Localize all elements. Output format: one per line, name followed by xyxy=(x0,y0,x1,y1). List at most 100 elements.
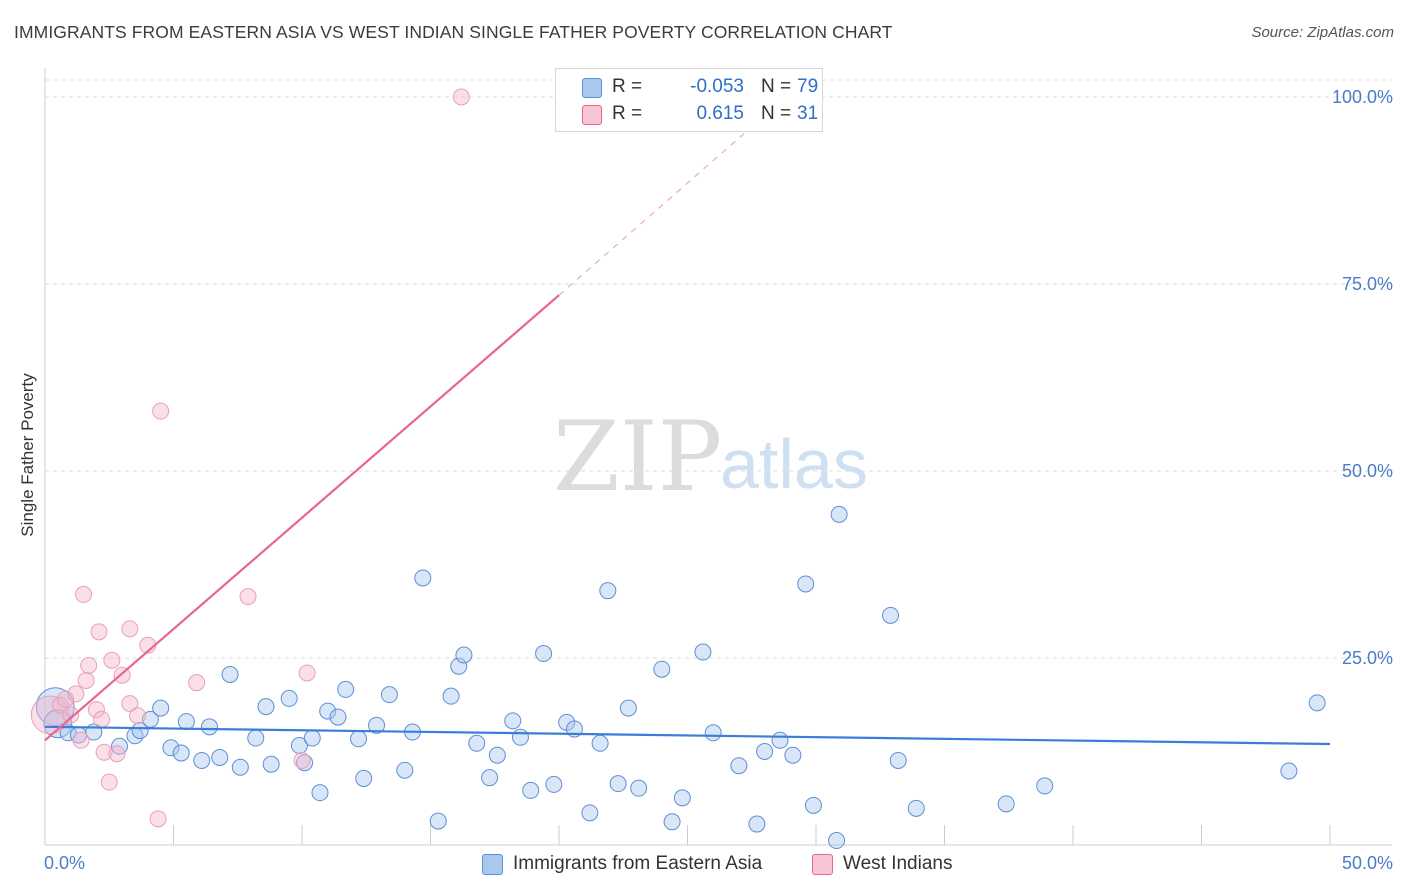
point-eastern-asia xyxy=(319,702,337,720)
point-west-indians xyxy=(129,707,147,725)
x-tick-label: 0.0% xyxy=(44,853,85,873)
point-eastern-asia xyxy=(504,712,522,730)
chart-title: IMMIGRANTS FROM EASTERN ASIA VS WEST IND… xyxy=(14,22,893,42)
point-eastern-asia xyxy=(329,708,347,726)
point-eastern-asia xyxy=(599,582,617,600)
watermark-atlas: atlas xyxy=(720,425,868,503)
point-eastern-asia xyxy=(231,758,249,776)
point-eastern-asia xyxy=(193,751,211,769)
point-west-indians xyxy=(149,810,167,828)
legend-r-value: 0.615 xyxy=(696,103,744,124)
data-points xyxy=(30,88,1326,850)
point-eastern-asia xyxy=(907,799,925,817)
point-west-indians xyxy=(100,773,118,791)
point-eastern-asia xyxy=(290,737,308,755)
trend-lines xyxy=(44,126,1331,746)
point-eastern-asia xyxy=(522,781,540,799)
legend-r-value: -0.053 xyxy=(690,76,744,97)
point-eastern-asia xyxy=(211,748,229,766)
axes xyxy=(44,68,1392,846)
bottom-legend-swatch-pink xyxy=(812,854,833,875)
point-eastern-asia xyxy=(619,699,637,717)
point-eastern-asia xyxy=(828,832,846,850)
point-eastern-asia xyxy=(997,795,1015,813)
point-eastern-asia xyxy=(663,813,681,831)
point-west-indians xyxy=(95,743,113,761)
legend-n-label: N = xyxy=(761,76,792,97)
point-eastern-asia xyxy=(368,716,386,734)
trend-line-west-indians xyxy=(44,294,560,742)
point-west-indians xyxy=(188,674,206,692)
legend-r-label: R = xyxy=(612,103,643,124)
point-eastern-asia xyxy=(355,769,373,787)
point-eastern-asia xyxy=(545,775,563,793)
point-eastern-asia xyxy=(673,789,691,807)
point-eastern-asia xyxy=(653,660,671,678)
legend-n-value: 31 xyxy=(797,103,819,124)
watermark-zip: ZIP xyxy=(553,401,722,513)
point-west-indians xyxy=(103,651,121,669)
legend-n-label: N = xyxy=(761,103,792,124)
point-eastern-asia xyxy=(311,784,329,802)
point-west-indians xyxy=(80,656,98,674)
x-tick-label: 50.0% xyxy=(1342,853,1393,873)
point-eastern-asia xyxy=(350,730,368,748)
point-eastern-asia xyxy=(591,734,609,752)
point-eastern-asia xyxy=(1280,762,1298,780)
point-eastern-asia xyxy=(262,755,280,773)
point-eastern-asia xyxy=(730,757,748,775)
point-eastern-asia xyxy=(221,665,239,683)
point-eastern-asia xyxy=(303,729,321,747)
point-eastern-asia xyxy=(889,751,907,769)
point-eastern-asia xyxy=(797,575,815,593)
point-west-indians xyxy=(452,88,470,106)
point-eastern-asia xyxy=(450,657,468,675)
point-eastern-asia xyxy=(704,724,722,742)
point-eastern-asia xyxy=(257,698,275,716)
point-west-indians xyxy=(30,695,70,735)
point-west-indians xyxy=(121,620,139,638)
tick-labels: 25.0% 50.0% 75.0% 100.0% 0.0% 50.0% xyxy=(44,87,1393,873)
point-west-indians xyxy=(90,623,108,641)
point-eastern-asia xyxy=(43,709,73,739)
bottom-legend-label: West Indians xyxy=(843,853,953,874)
trend-line-eastern-asia xyxy=(44,725,1331,746)
point-west-indians xyxy=(93,710,111,728)
point-eastern-asia xyxy=(172,744,190,762)
point-eastern-asia xyxy=(455,646,473,664)
y-tick-label: 25.0% xyxy=(1342,648,1393,668)
legend-swatch-blue xyxy=(582,78,602,98)
legend: R = -0.053 N = 79 R = 0.615 N = 31 xyxy=(555,68,823,132)
point-eastern-asia xyxy=(804,796,822,814)
gridlines xyxy=(45,79,1392,659)
point-eastern-asia xyxy=(296,754,314,772)
point-west-indians xyxy=(67,685,85,703)
point-west-indians xyxy=(152,402,170,420)
point-eastern-asia xyxy=(131,722,149,740)
point-west-indians xyxy=(57,690,75,708)
point-eastern-asia xyxy=(396,761,414,779)
point-eastern-asia xyxy=(756,743,774,760)
point-eastern-asia xyxy=(162,739,180,757)
point-eastern-asia xyxy=(442,687,460,705)
point-eastern-asia xyxy=(771,731,789,749)
y-tick-label: 75.0% xyxy=(1342,274,1393,294)
bottom-legend-label: Immigrants from Eastern Asia xyxy=(513,853,763,874)
point-eastern-asia xyxy=(380,686,398,704)
legend-swatch-pink xyxy=(582,105,602,125)
point-eastern-asia xyxy=(414,569,432,587)
point-eastern-asia xyxy=(247,729,265,747)
point-eastern-asia xyxy=(882,606,900,624)
point-eastern-asia xyxy=(830,505,848,523)
point-west-indians xyxy=(298,664,316,682)
point-eastern-asia xyxy=(511,728,529,746)
point-west-indians xyxy=(121,695,139,713)
source-label: Source: ZipAtlas.com xyxy=(1251,24,1394,41)
point-eastern-asia xyxy=(1308,694,1326,712)
point-eastern-asia xyxy=(694,643,712,661)
point-west-indians xyxy=(75,585,93,603)
point-eastern-asia xyxy=(468,734,486,752)
point-eastern-asia xyxy=(280,689,298,707)
legend-r-label: R = xyxy=(612,76,643,97)
